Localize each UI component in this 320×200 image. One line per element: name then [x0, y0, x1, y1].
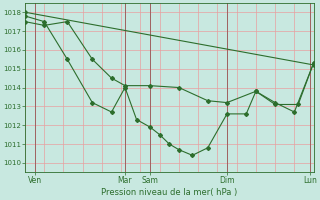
X-axis label: Pression niveau de la mer( hPa ): Pression niveau de la mer( hPa ) — [101, 188, 237, 197]
